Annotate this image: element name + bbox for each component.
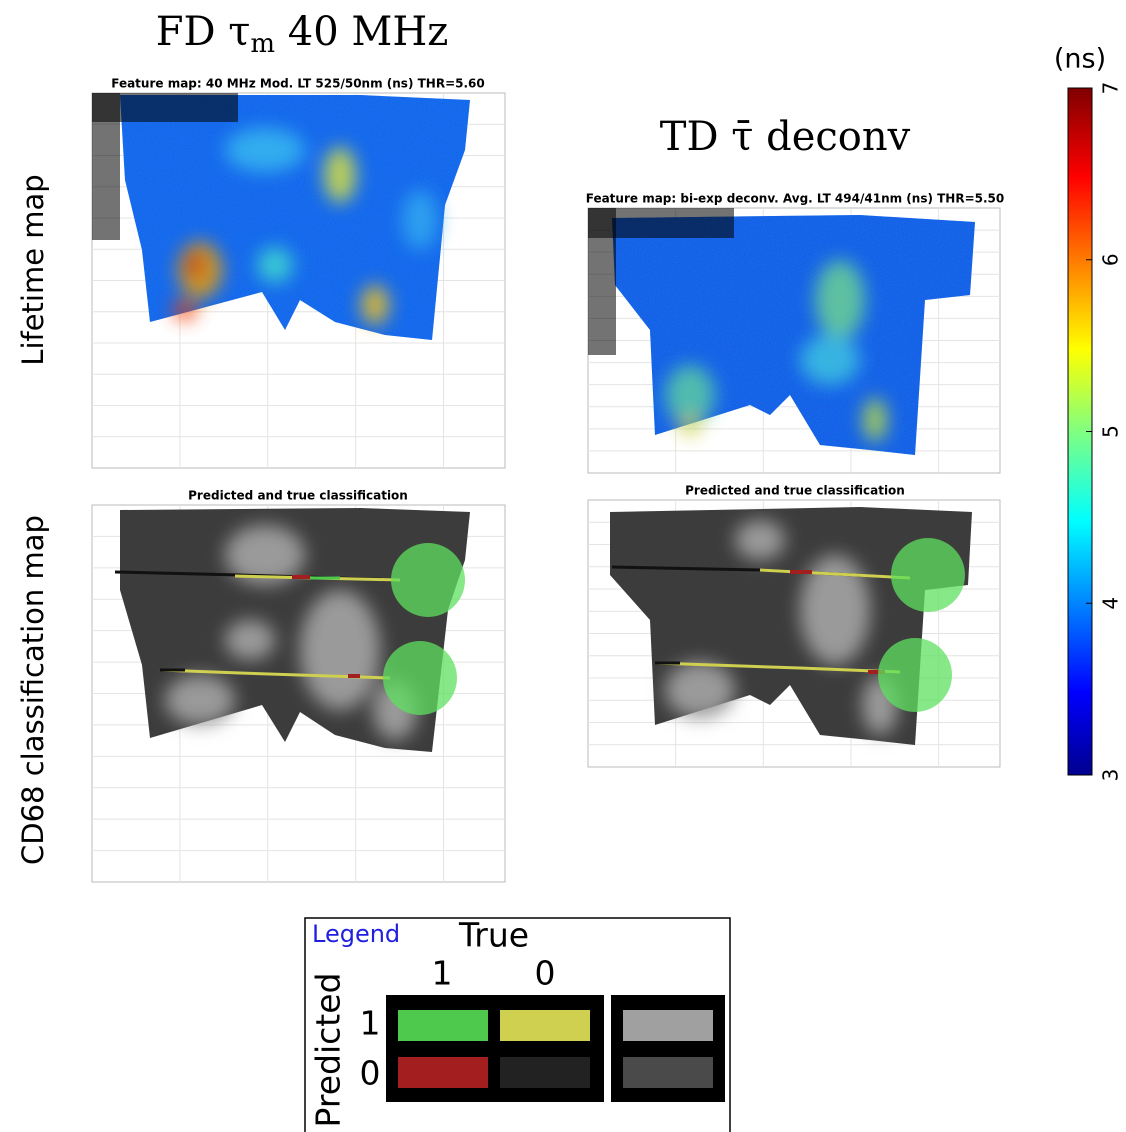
panel-subtitle: Feature map: bi-exp deconv. Avg. LT 494/… — [586, 192, 1005, 206]
colorbar-tick-label: 6 — [1099, 253, 1123, 266]
legend-true-value: 0 — [535, 954, 556, 993]
legend-predicted-label: Predicted — [309, 973, 348, 1128]
legend-swatch — [398, 1057, 488, 1088]
panel-title: TD τ̄ deconv — [660, 114, 911, 160]
panel-subtitle: Predicted and true classification — [685, 484, 905, 498]
colorbar-tick-label: 5 — [1099, 425, 1123, 438]
colorbar-tick-label: 7 — [1099, 82, 1123, 95]
legend-swatch — [500, 1010, 590, 1041]
colorbar-tick-label: 3 — [1099, 769, 1123, 782]
legend-predicted-value: 1 — [360, 1004, 381, 1043]
classification-map — [115, 508, 470, 752]
row-label: CD68 classification map — [16, 515, 50, 865]
row-label: Lifetime map — [16, 174, 50, 365]
legend-swatch — [500, 1057, 590, 1088]
colorbar-tick-label: 4 — [1099, 597, 1123, 610]
legend-swatch — [623, 1010, 713, 1041]
legend-predicted-value: 0 — [360, 1054, 381, 1093]
legend-swatch — [398, 1010, 488, 1041]
legend-true-label: True — [458, 916, 529, 955]
panel-subtitle: Predicted and true classification — [188, 489, 408, 503]
legend-title: Legend — [312, 920, 400, 948]
panel-title: FD τm 40 MHz — [156, 9, 449, 59]
legend-true-value: 1 — [432, 954, 453, 993]
panel-subtitle: Feature map: 40 MHz Mod. LT 525/50nm (ns… — [111, 77, 485, 91]
colorbar-label: (ns) — [1054, 44, 1106, 75]
lifetime-map — [92, 93, 470, 340]
legend-swatch — [623, 1057, 713, 1088]
legend: Legend True 1 0 Predicted 1 0 — [305, 916, 730, 1132]
